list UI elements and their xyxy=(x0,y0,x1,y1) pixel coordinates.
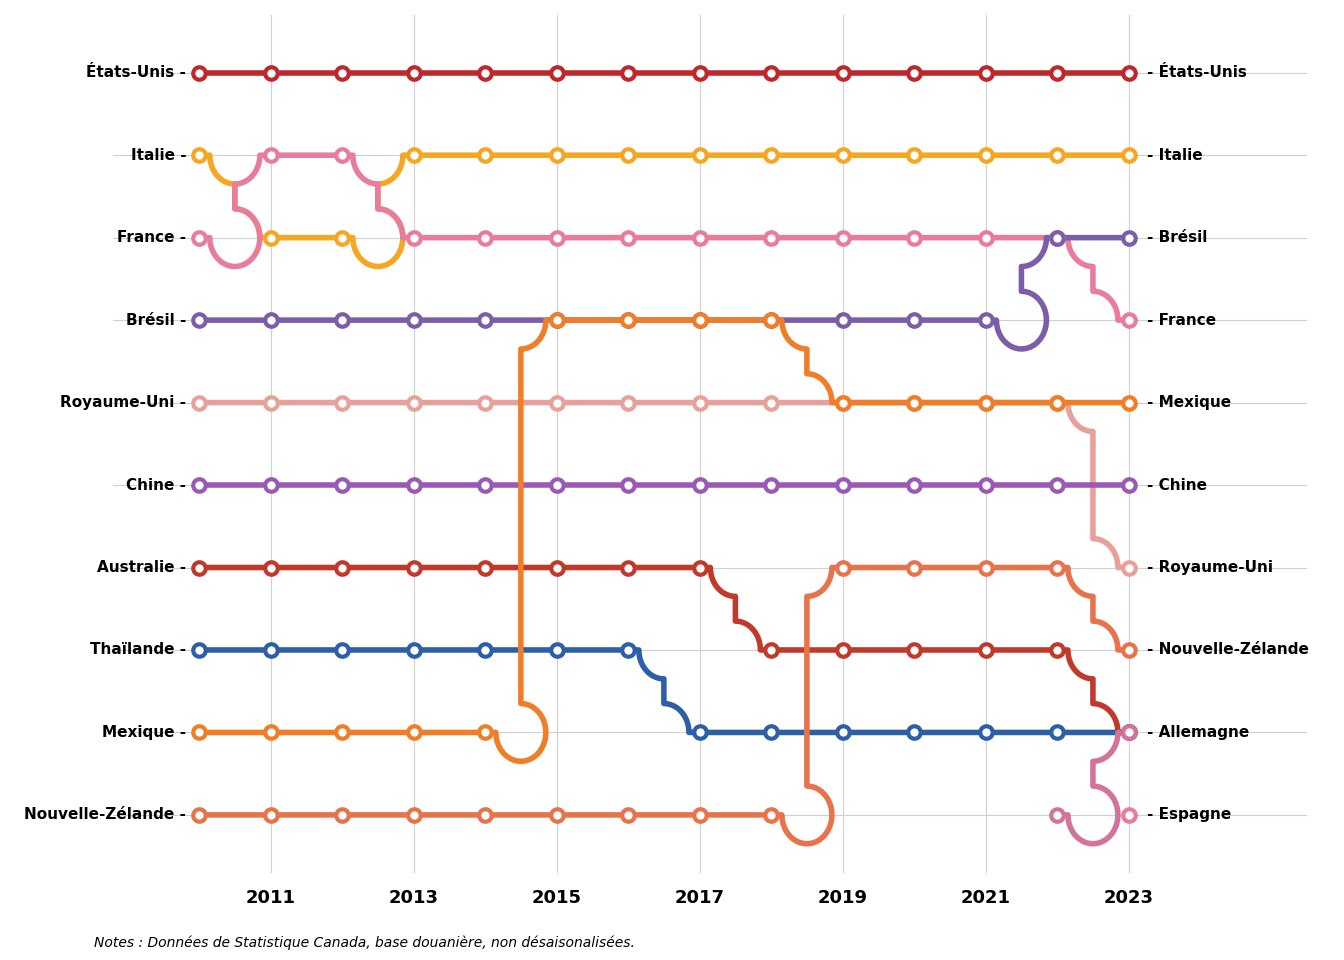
Text: - Nouvelle-Zélande: - Nouvelle-Zélande xyxy=(1146,642,1309,658)
Text: - Chine: - Chine xyxy=(1146,477,1207,492)
Text: - France: - France xyxy=(1146,313,1216,327)
Text: - Italie: - Italie xyxy=(1146,148,1202,162)
Text: Chine -: Chine - xyxy=(126,477,187,492)
Text: Brésil -: Brésil - xyxy=(126,313,187,327)
Text: Australie -: Australie - xyxy=(97,560,187,575)
Text: Royaume-Uni -: Royaume-Uni - xyxy=(60,396,187,410)
Text: France -: France - xyxy=(117,230,187,245)
Text: Italie -: Italie - xyxy=(130,148,187,162)
Text: - Royaume-Uni: - Royaume-Uni xyxy=(1146,560,1273,575)
Text: - Brésil: - Brésil xyxy=(1146,230,1207,245)
Text: - Allemagne: - Allemagne xyxy=(1146,725,1249,740)
Text: Thaïlande -: Thaïlande - xyxy=(90,642,187,658)
Text: Nouvelle-Zélande -: Nouvelle-Zélande - xyxy=(24,807,187,823)
Text: États-Unis -: États-Unis - xyxy=(86,65,187,81)
Text: - Mexique: - Mexique xyxy=(1146,396,1231,410)
Text: - Espagne: - Espagne xyxy=(1146,807,1231,823)
Text: Notes : Données de Statistique Canada, base douanière, non désaisonalisées.: Notes : Données de Statistique Canada, b… xyxy=(94,936,634,950)
Text: Mexique -: Mexique - xyxy=(102,725,187,740)
Text: - États-Unis: - États-Unis xyxy=(1146,65,1246,81)
